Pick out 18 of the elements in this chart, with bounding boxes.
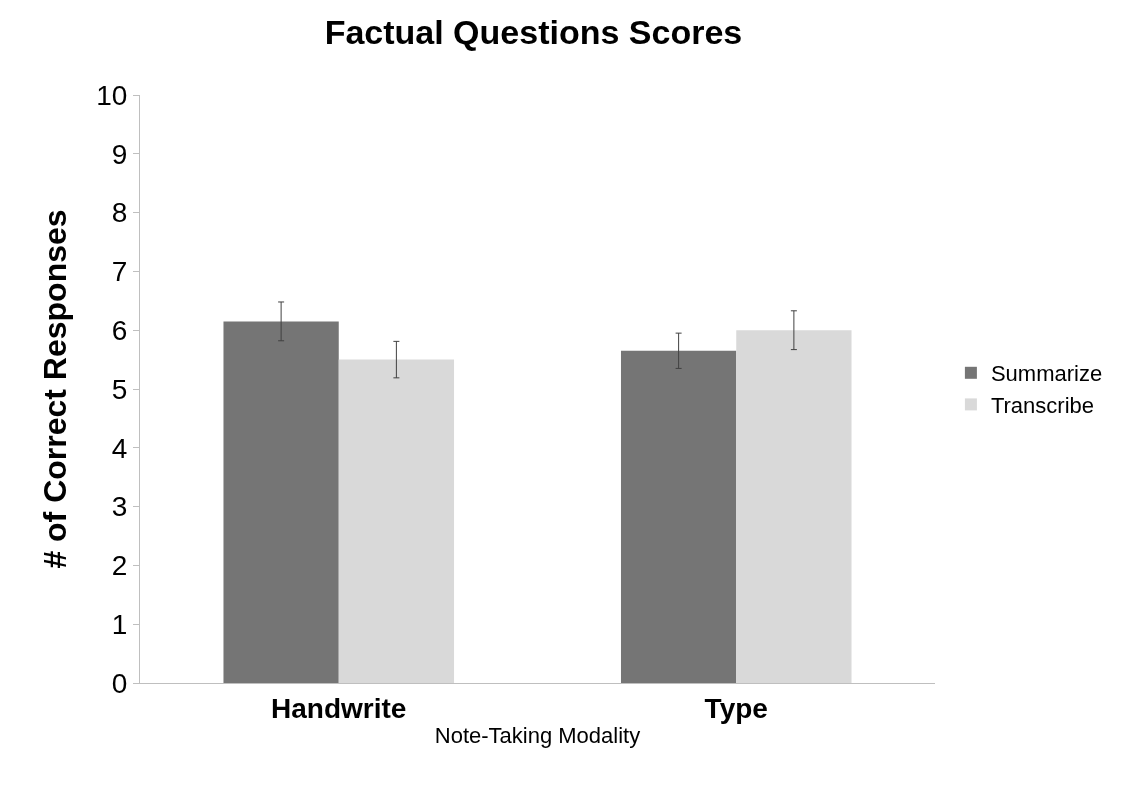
y-tick-label: 3	[111, 491, 128, 523]
y-tick-label: 4	[111, 432, 128, 464]
y-tick-label: 9	[111, 138, 128, 170]
legend-label: Summarize	[990, 361, 1103, 387]
x-tick-label: Handwrite	[271, 692, 407, 724]
y-tick-label: 1	[111, 609, 128, 640]
y-tick-label: 10	[96, 79, 128, 111]
legend-label: Transcribe	[990, 392, 1095, 418]
y-tick-label: 6	[111, 315, 128, 346]
x-axis-title: Note-Taking Modality	[434, 723, 641, 749]
y-tick-label: 0	[111, 667, 128, 699]
y-tick-label: 7	[111, 256, 128, 288]
y-tick-label: 8	[111, 197, 128, 229]
y-axis-title: # of Correct Responses	[37, 209, 73, 569]
x-tick-label: Type	[704, 692, 768, 724]
chart-title: Factual Questions Scores	[324, 12, 743, 51]
y-tick-label: 5	[111, 373, 128, 405]
y-tick-label: 2	[111, 550, 128, 582]
